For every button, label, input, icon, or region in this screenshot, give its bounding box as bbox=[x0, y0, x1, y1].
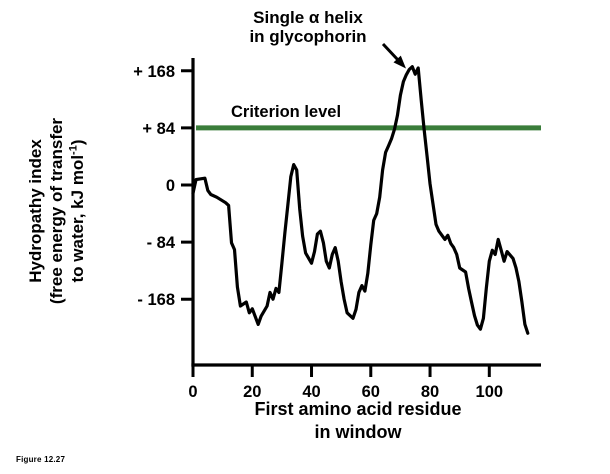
x-tick-label: 20 bbox=[243, 383, 261, 401]
x-tick-label: 60 bbox=[362, 383, 380, 401]
peak-annotation-line2: in glycophorin bbox=[249, 27, 367, 46]
peak-annotation-line1: Single α helix bbox=[253, 8, 363, 27]
y-tick-label: + 168 bbox=[133, 63, 175, 81]
x-tick-label: 40 bbox=[302, 383, 320, 401]
x-tick-label: 80 bbox=[421, 383, 439, 401]
y-axis-label-line1: Hydropathy index bbox=[26, 139, 45, 283]
y-tick-label: 0 bbox=[166, 177, 175, 195]
x-axis-label: First amino acid residue in window bbox=[198, 398, 518, 444]
x-tick-label: 0 bbox=[188, 383, 197, 401]
y-axis-label: Hydropathy index (free energy of transfe… bbox=[25, 51, 89, 371]
hydropathy-trace bbox=[191, 65, 530, 335]
superscript-exponent: -1 bbox=[67, 145, 80, 155]
annotation-arrow-shaft bbox=[381, 42, 400, 62]
x-axis-label-line2: in window bbox=[314, 422, 402, 442]
figure-caption: Figure 12.27 bbox=[16, 455, 66, 464]
criterion-level-label: Criterion level bbox=[231, 103, 342, 121]
y-tick-label: - 168 bbox=[137, 291, 175, 309]
y-tick-label: + 84 bbox=[142, 120, 175, 138]
y-axis-label-line3: to water, kJ mol-1) bbox=[67, 139, 87, 283]
y-tick-label: - 84 bbox=[147, 234, 176, 252]
y-axis-label-line2: (free energy of transfer bbox=[47, 117, 66, 305]
x-tick-label: 100 bbox=[476, 383, 504, 401]
x-axis-label-line1: First amino acid residue bbox=[254, 399, 462, 419]
annotation-arrow-head bbox=[393, 55, 406, 69]
peak-annotation: Single α helix in glycophorin bbox=[218, 8, 398, 46]
